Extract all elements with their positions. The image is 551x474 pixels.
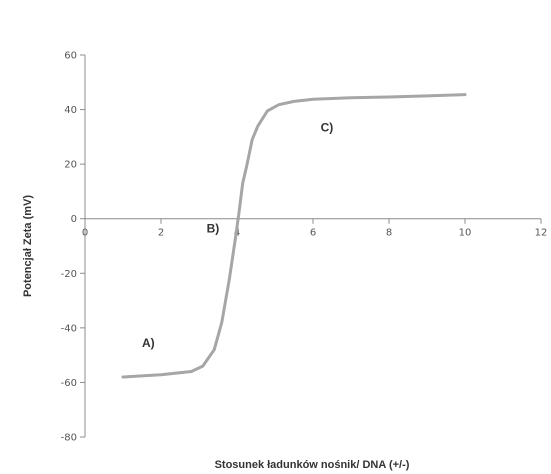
- annotation-label: C): [321, 120, 334, 134]
- y-tick-label: 20: [64, 160, 77, 171]
- y-axis-title: Potencjał Zeta (mV): [22, 195, 34, 297]
- series-line: [121, 93, 467, 379]
- y-tick-label: 0: [71, 214, 77, 225]
- y-tick-label: -20: [61, 269, 77, 280]
- x-tick-label: 12: [535, 228, 548, 239]
- x-tick-label: 0: [82, 228, 88, 239]
- y-tick-label: -40: [61, 323, 77, 334]
- y-tick-label: 40: [64, 105, 77, 116]
- annotation-label: A): [142, 336, 155, 350]
- y-tick-label: 60: [64, 51, 77, 62]
- x-ticks: 0 2 4 6 8 10 12: [82, 218, 548, 239]
- y-tick-label: -60: [61, 378, 77, 389]
- y-tick-label: -80: [61, 433, 77, 444]
- annotation-label: B): [207, 221, 220, 235]
- x-axis-title: Stosunek ładunków nośnik/ DNA (+/-): [215, 459, 410, 471]
- x-tick-label: 10: [459, 228, 472, 239]
- annotations: A) B) C): [142, 120, 333, 350]
- x-tick-label: 6: [310, 228, 316, 239]
- x-tick-label: 2: [158, 228, 164, 239]
- x-tick-label: 8: [386, 228, 392, 239]
- y-ticks: -80 -60 -40 -20 0 20 40 60: [61, 51, 85, 444]
